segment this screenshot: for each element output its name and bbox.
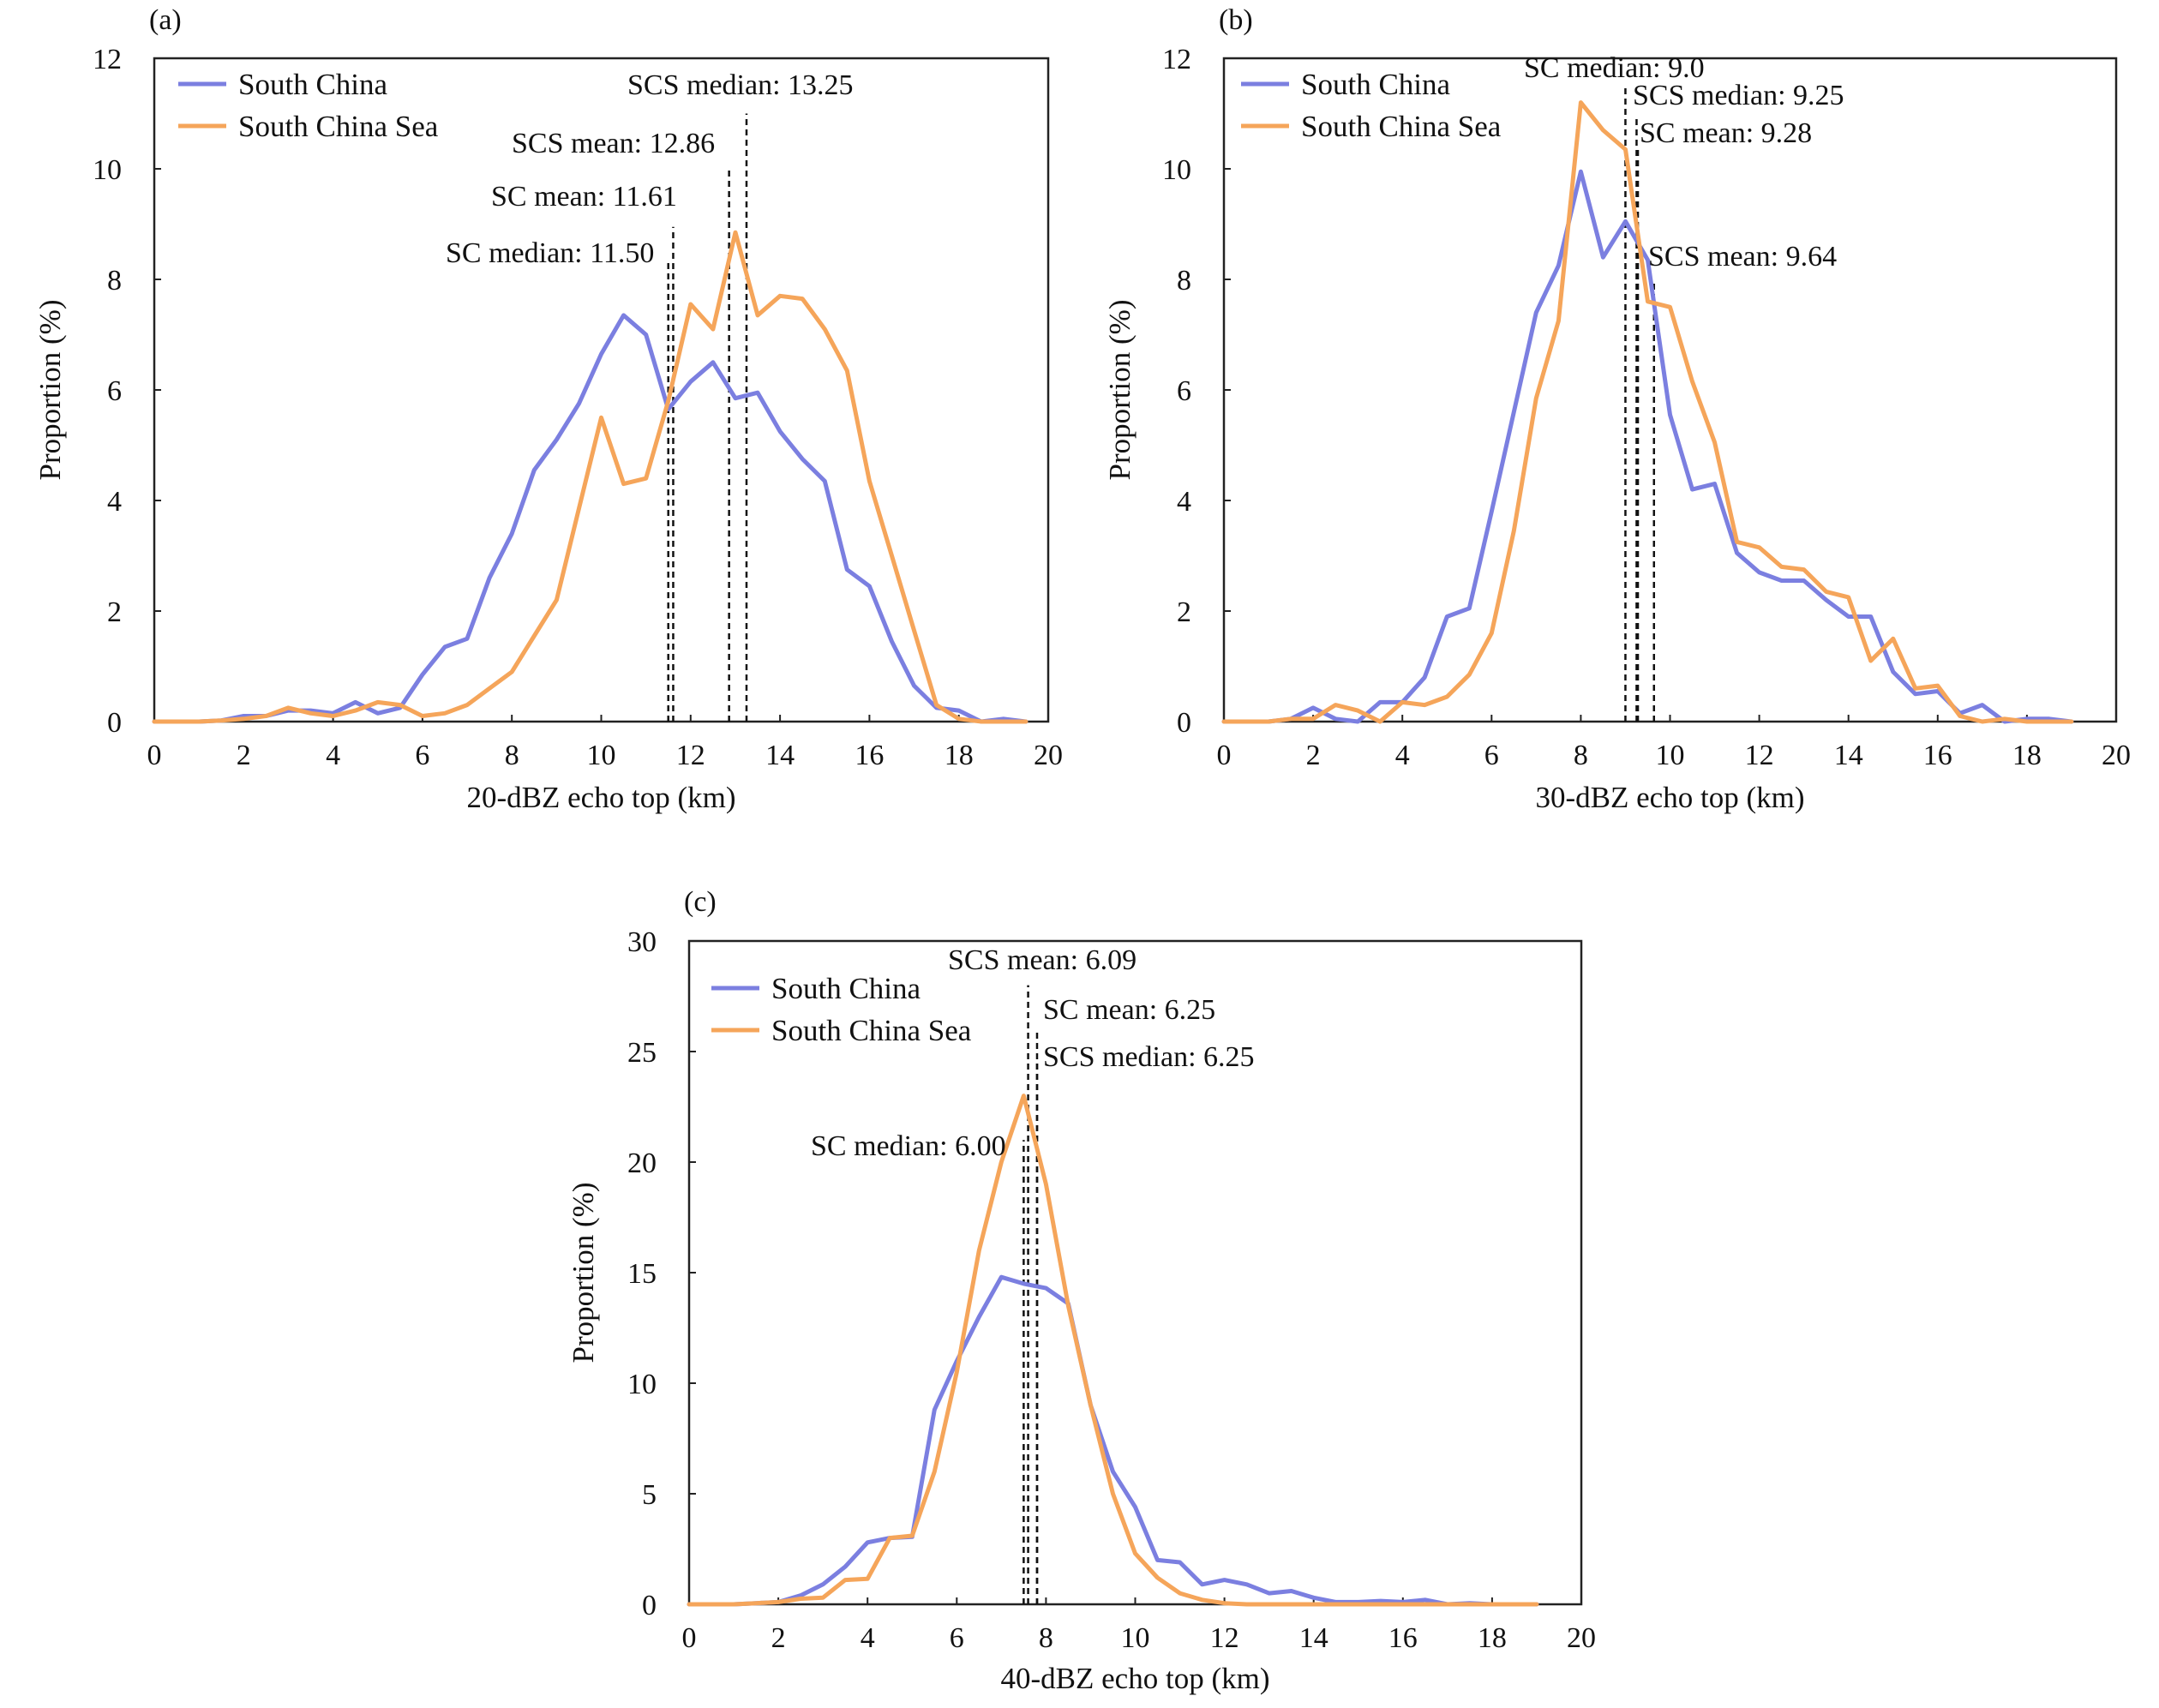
y-tick-label: 20 [627,1148,657,1179]
x-tick-label: 4 [861,1622,875,1654]
chart-panel-a: (a) 0 2 4 6 8 10 12 14 16 18 20 0 2 4 6 8 10 12 20-dBZ echo… [33,4,1063,814]
plot-frame [1222,57,2118,723]
y-tick-label: 10 [627,1369,657,1400]
x-tick-label: 20 [1034,740,1063,771]
y-tick-label: 5 [642,1479,657,1511]
x-tick-label: 6 [950,1622,964,1654]
x-tick-label: 2 [771,1622,786,1654]
x-tick-label: 8 [1039,1622,1053,1654]
legend-entry: South China Sea [771,1014,972,1047]
legend: South China South China Sea [1241,68,1502,143]
panel-label: (a) [149,4,182,36]
panel-label: (c) [684,886,717,918]
x-tick-label: 10 [1121,1622,1150,1654]
x-tick-label: 18 [2012,740,2042,771]
y-axis-label: Proportion (%) [33,300,67,481]
annotation-label: SCS mean: 12.86 [512,128,715,159]
x-tick-label: 6 [1484,740,1499,771]
x-tick-label: 10 [587,740,616,771]
x-tick-label: 6 [415,740,429,771]
x-tick-label: 16 [855,740,884,771]
series-line-south-china-sea [152,230,1029,724]
annotation-label: SCS mean: 6.09 [948,944,1136,976]
legend-entry: South China Sea [238,110,439,143]
y-tick-label: 4 [107,486,122,518]
x-tick-label: 18 [945,740,974,771]
series-line-south-china-sea [1221,100,2074,724]
legend-entry: South China [238,68,388,101]
annotation-label: SC mean: 6.25 [1043,994,1215,1026]
x-tick-label: 18 [1478,1622,1507,1654]
annotation-label: SCS median: 6.25 [1043,1041,1255,1073]
y-tick-label: 0 [107,707,122,739]
x-tick-label: 14 [1299,1622,1328,1654]
y-tick-label: 30 [627,926,657,958]
x-tick-label: 14 [765,740,795,771]
x-tick-label: 14 [1834,740,1863,771]
y-tick-label: 2 [1177,596,1191,628]
annotation-label: SC mean: 11.61 [491,181,677,213]
x-tick-label: 2 [237,740,251,771]
x-tick-label: 0 [147,740,162,771]
series-line-south-china [152,313,1029,724]
x-axis-label: 40-dBZ echo top (km) [1001,1662,1270,1695]
x-tick-label: 12 [1745,740,1774,771]
x-tick-label: 8 [1574,740,1588,771]
x-tick-label: 8 [505,740,519,771]
annotation-label: SC median: 11.50 [446,237,654,269]
y-tick-label: 8 [107,265,122,297]
y-tick-label: 6 [1177,375,1191,407]
x-tick-label: 16 [1388,1622,1418,1654]
y-axis-label: Proportion (%) [1103,300,1136,481]
y-tick-label: 12 [93,44,122,75]
annotation-label: SCS median: 13.25 [627,69,854,101]
chart-panel-c: (c) 0 2 4 6 8 10 12 14 16 18 20 0 5 10 15 20 25 30 40-dBZ e… [567,886,1596,1695]
annotation-label: SCS mean: 9.64 [1648,241,1837,273]
annotation-label: SCS median: 9.25 [1633,80,1844,111]
legend-entry: South China [1301,68,1451,101]
annotation-label: SC median: 9.0 [1524,52,1705,84]
y-tick-label: 15 [627,1258,657,1290]
legend: South China South China Sea [178,68,439,143]
series-line-south-china [687,1274,1539,1607]
x-tick-label: 4 [1395,740,1410,771]
legend: South China South China Sea [711,972,972,1047]
y-tick-label: 10 [1162,154,1191,186]
y-axis-label: Proportion (%) [567,1183,600,1363]
y-tick-label: 12 [1162,44,1191,75]
x-tick-label: 20 [2102,740,2131,771]
x-axis-label: 20-dBZ echo top (km) [467,781,736,814]
x-tick-label: 0 [1217,740,1232,771]
y-tick-label: 2 [107,596,122,628]
chart-panel-b: (b) 0 2 4 6 8 10 12 14 16 18 20 0 2 4 6 8 10 12 30-dBZ echo… [1103,4,2131,814]
x-tick-label: 12 [676,740,705,771]
x-tick-label: 0 [682,1622,697,1654]
x-tick-label: 4 [326,740,340,771]
series-line-south-china-sea [687,1094,1539,1607]
x-tick-label: 2 [1306,740,1321,771]
legend-entry: South China Sea [1301,110,1502,143]
y-tick-label: 8 [1177,265,1191,297]
y-tick-label: 10 [93,154,122,186]
x-axis-label: 30-dBZ echo top (km) [1536,781,1805,814]
y-tick-label: 4 [1177,486,1191,518]
y-tick-label: 0 [642,1590,657,1621]
x-tick-label: 12 [1210,1622,1239,1654]
y-tick-label: 0 [1177,707,1191,739]
panel-label: (b) [1219,4,1253,36]
x-tick-label: 16 [1923,740,1952,771]
y-tick-label: 25 [627,1037,657,1069]
annotation-label: SC mean: 9.28 [1640,117,1812,149]
y-tick-label: 6 [107,375,122,407]
legend-entry: South China [771,972,921,1005]
x-tick-label: 20 [1567,1622,1596,1654]
annotation-label: SC median: 6.00 [811,1130,1006,1162]
x-tick-label: 10 [1656,740,1685,771]
